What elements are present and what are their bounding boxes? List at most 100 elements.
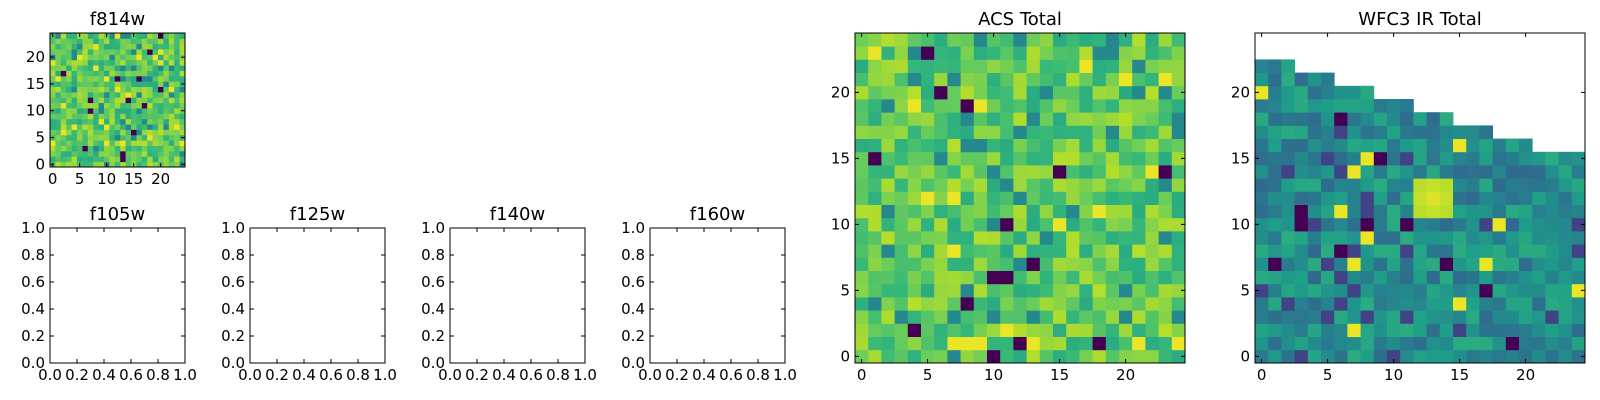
heatmap-cell — [960, 323, 975, 337]
heatmap-cell — [1132, 59, 1146, 73]
heatmap-cell — [163, 65, 170, 71]
heatmap-cell — [868, 204, 882, 219]
heatmap-cell — [1321, 323, 1335, 337]
heatmap-cell — [147, 75, 153, 82]
heatmap-cell — [1400, 138, 1414, 153]
heatmap-cell — [1453, 244, 1467, 258]
heatmap-cell — [1532, 257, 1546, 271]
heatmap-cell — [163, 97, 170, 104]
heatmap-cell — [163, 86, 170, 93]
heatmap-cell — [55, 81, 62, 87]
heatmap-cell — [1453, 151, 1467, 166]
heatmap-cell — [1413, 270, 1427, 285]
heatmap-cell — [973, 33, 988, 47]
heatmap-cell — [1466, 231, 1480, 245]
heatmap-cell — [147, 33, 153, 39]
heatmap-cell — [1439, 270, 1454, 285]
heatmap-cell — [168, 70, 175, 77]
heatmap-cell — [60, 113, 67, 120]
heatmap-cell — [120, 91, 126, 98]
y-tick-label: 0.8 — [21, 246, 45, 264]
heatmap-cell — [1373, 270, 1388, 285]
heatmap-cell — [868, 349, 882, 364]
heatmap-cell — [855, 72, 869, 87]
heatmap-cell — [1132, 165, 1146, 179]
heatmap-cell — [1026, 297, 1041, 311]
heatmap-cell — [1545, 310, 1559, 324]
heatmap-cell — [1013, 270, 1027, 285]
heatmap-cell — [1373, 231, 1388, 245]
heatmap-cell — [921, 310, 935, 324]
heatmap-cell — [71, 145, 78, 152]
heatmap-cell — [179, 150, 186, 157]
heatmap-cell — [87, 145, 94, 152]
heatmap-cell — [987, 99, 1001, 113]
heatmap-cell — [93, 49, 99, 55]
heatmap-cell — [881, 138, 895, 153]
heatmap-cell — [141, 124, 148, 130]
x-tick-label: 20 — [151, 170, 170, 188]
heatmap-cell — [1092, 46, 1107, 60]
heatmap-cell — [1571, 178, 1586, 192]
heatmap-cell — [60, 54, 67, 61]
heatmap-cell — [1453, 323, 1467, 337]
heatmap-cell — [1171, 72, 1186, 87]
heatmap-cell — [174, 54, 180, 61]
heatmap-cell — [947, 270, 961, 285]
heatmap-cell — [1255, 138, 1269, 153]
heatmap-cell — [947, 33, 961, 47]
heatmap-cell — [60, 108, 67, 114]
heatmap-cell — [1387, 112, 1401, 126]
heatmap-cell — [66, 150, 72, 157]
heatmap-cell — [98, 145, 105, 152]
heatmap-cell — [1255, 244, 1269, 258]
heatmap-cell — [125, 161, 132, 168]
y-tick-label: 0.2 — [421, 327, 445, 345]
heatmap-cell — [1321, 178, 1335, 192]
heatmap-cell — [93, 81, 99, 87]
heatmap-cell — [136, 49, 143, 55]
heatmap-cell — [131, 59, 137, 66]
heatmap-cell — [87, 33, 94, 39]
heatmap-cell — [1426, 349, 1441, 364]
heatmap-cell — [77, 102, 83, 109]
heatmap-cell — [1079, 204, 1093, 219]
heatmap-cell — [1545, 165, 1559, 179]
heatmap-cell — [1281, 191, 1295, 205]
heatmap-cell — [1571, 257, 1586, 271]
heatmap-cell — [947, 72, 961, 87]
heatmap-cell — [131, 129, 137, 136]
heatmap-cell — [907, 283, 922, 298]
chart-title: ACS Total — [978, 9, 1062, 30]
heatmap-cell — [881, 165, 895, 179]
heatmap-cell — [1519, 191, 1533, 205]
heatmap-cell — [1558, 323, 1573, 337]
heatmap-cell — [894, 270, 909, 285]
heatmap-cell — [1066, 85, 1080, 100]
heatmap-cell — [1255, 336, 1269, 351]
heatmap-cell — [60, 118, 67, 125]
heatmap-cell — [82, 113, 89, 120]
heatmap-cell — [120, 150, 126, 157]
heatmap-cell — [1158, 257, 1173, 271]
heatmap-cell — [77, 43, 83, 50]
heatmap-cell — [1171, 283, 1186, 298]
heatmap-cell — [1079, 336, 1093, 351]
heatmap-cell — [93, 38, 99, 45]
heatmap-cell — [120, 113, 126, 120]
heatmap-cell — [1119, 349, 1133, 364]
heatmap-cell — [907, 33, 922, 47]
heatmap-cell — [158, 156, 164, 163]
heatmap-cell — [1000, 231, 1014, 245]
heatmap-cell — [1532, 310, 1546, 324]
heatmap-cell — [1171, 191, 1186, 205]
heatmap-cell — [109, 49, 116, 55]
heatmap-cell — [147, 129, 153, 136]
heatmap-cell — [1479, 310, 1493, 324]
heatmap-cell — [1158, 323, 1173, 337]
heatmap-cell — [1145, 191, 1159, 205]
heatmap-cell — [71, 156, 78, 163]
heatmap-cell — [93, 59, 99, 66]
heatmap-cell — [1294, 217, 1309, 232]
heatmap-cell — [163, 150, 170, 157]
